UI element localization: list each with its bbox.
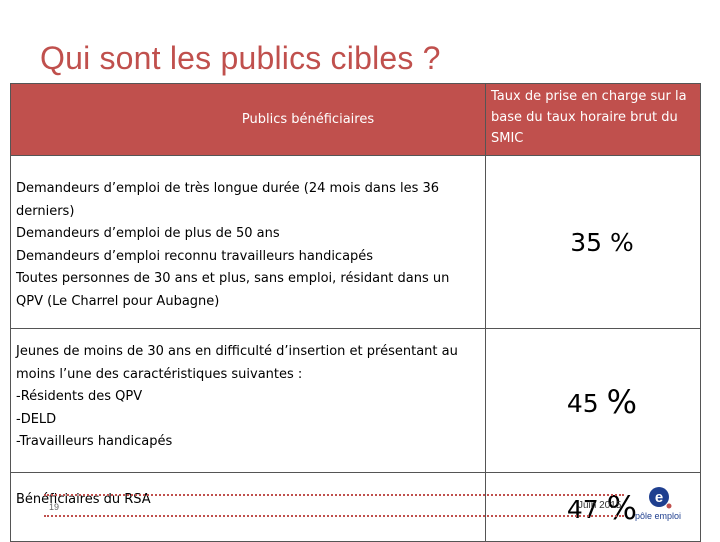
header-taux-line: SMIC xyxy=(491,131,524,146)
publics-line: moins l’une des caractéristiques suivant… xyxy=(16,366,303,382)
rate-cell: 35 % xyxy=(485,155,701,329)
rate-value: 47 xyxy=(566,495,599,524)
publics-cell: Jeunes de moins de 30 ans en difficulté … xyxy=(10,328,486,473)
table-row: Demandeurs d’emploi de très longue durée… xyxy=(10,155,701,329)
publics-table: Publics bénéficiaires Taux de prise en c… xyxy=(10,83,701,542)
rate-percent: % xyxy=(606,382,638,421)
page-title: Qui sont les publics cibles ? xyxy=(40,40,441,76)
table-row: Jeunes de moins de 30 ans en difficulté … xyxy=(10,328,701,473)
publics-line: Bénéficiaires du RSA xyxy=(16,492,151,507)
publics-line: Demandeurs d’emploi reconnu travailleurs… xyxy=(16,248,374,264)
footer-divider-bottom xyxy=(44,515,624,517)
table-header-row: Publics bénéficiaires Taux de prise en c… xyxy=(10,83,701,156)
logo-wordmark: pôle emploi xyxy=(635,511,682,521)
rate-value: 45 xyxy=(566,388,599,418)
publics-line: -DELD xyxy=(16,411,57,427)
publics-line: Jeunes de moins de 30 ans en difficulté … xyxy=(16,344,458,359)
rate-value: 35 xyxy=(570,227,603,257)
publics-line: Demandeurs d’emploi de très longue durée… xyxy=(16,181,440,196)
page-number: 19 xyxy=(49,502,60,512)
rate-percent: % xyxy=(610,227,634,257)
header-publics: Publics bénéficiaires xyxy=(10,83,486,156)
header-taux-line: base du taux horaire brut du xyxy=(491,110,678,125)
publics-line: derniers) xyxy=(16,203,75,219)
logo-letter: e xyxy=(655,489,663,506)
publics-line: Demandeurs d’emploi de plus de 50 ans xyxy=(16,226,280,241)
publics-line: QPV (Le Charrel pour Aubagne) xyxy=(16,293,220,309)
publics-cell: Demandeurs d’emploi de très longue durée… xyxy=(10,155,486,329)
header-taux-line: Taux de prise en charge sur la xyxy=(491,89,687,104)
pole-emploi-logo-icon: e xyxy=(649,487,672,509)
publics-line: Toutes personnes de 30 ans et plus, sans… xyxy=(16,271,450,286)
header-taux: Taux de prise en charge sur la base du t… xyxy=(485,83,701,156)
publics-cell: Bénéficiaires du RSA xyxy=(10,472,486,542)
publics-line: -Travailleurs handicapés xyxy=(16,434,173,449)
publics-line: -Résidents des QPV xyxy=(16,389,143,404)
footer-date: Juin 2015 xyxy=(578,500,622,511)
rate-cell: 45 % xyxy=(485,328,701,473)
footer-divider-top xyxy=(44,494,624,496)
